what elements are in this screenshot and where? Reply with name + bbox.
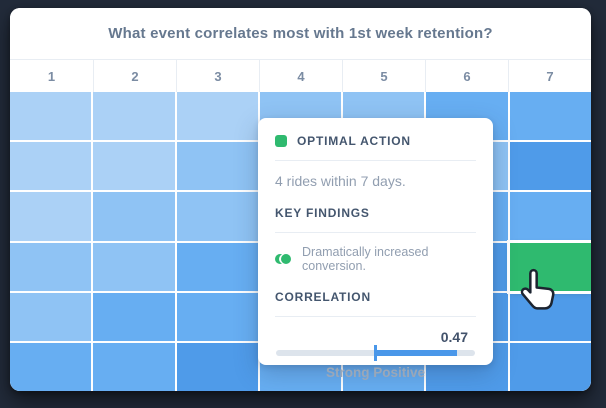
heatmap-cell[interactable] <box>10 292 92 341</box>
heatmap-cell[interactable] <box>93 242 175 291</box>
divider <box>275 160 476 161</box>
double-dot-icon <box>275 254 292 264</box>
heatmap-cell[interactable] <box>509 192 591 241</box>
heatmap-cell[interactable] <box>10 242 92 291</box>
correlation-slider[interactable] <box>276 345 475 361</box>
column-header-2: 2 <box>93 60 176 92</box>
heatmap-cell[interactable] <box>93 92 175 141</box>
heatmap-cell[interactable] <box>176 242 258 291</box>
heatmap-cell[interactable] <box>176 92 258 141</box>
green-swatch-icon <box>275 135 287 147</box>
heatmap-cell[interactable] <box>10 142 92 191</box>
correlation-label: CORRELATION <box>275 290 371 304</box>
finding-item: Dramatically increased conversion. <box>275 245 476 273</box>
heatmap-cell[interactable] <box>10 342 92 391</box>
correlation-value: 0.47 <box>440 329 468 345</box>
slider-tick[interactable] <box>373 345 377 361</box>
heatmap-cell[interactable] <box>509 92 591 141</box>
correlation-caption: Strong Positive <box>325 365 425 380</box>
heatmap-cell[interactable] <box>93 292 175 341</box>
column-header-6: 6 <box>425 60 508 92</box>
divider <box>275 232 476 233</box>
heatmap-cell[interactable] <box>509 342 591 391</box>
heatmap-cell[interactable] <box>10 92 92 141</box>
heatmap-cell[interactable] <box>176 192 258 241</box>
optimal-action-text: 4 rides within 7 days. <box>275 173 406 189</box>
heatmap-cell[interactable] <box>176 142 258 191</box>
heatmap-cell[interactable] <box>176 342 258 391</box>
heatmap-cell[interactable] <box>93 342 175 391</box>
column-header-5: 5 <box>342 60 425 92</box>
heatmap-cell[interactable] <box>10 192 92 241</box>
column-header-4: 4 <box>259 60 342 92</box>
slider-fill <box>374 350 458 356</box>
finding-text: Dramatically increased conversion. <box>302 245 429 273</box>
heatmap-cell[interactable] <box>176 292 258 341</box>
column-header-7: 7 <box>508 60 591 92</box>
widget-header: What event correlates most with 1st week… <box>10 8 591 60</box>
insight-popover: OPTIMAL ACTION 4 rides within 7 days. KE… <box>258 118 493 380</box>
heatmap-cell[interactable] <box>93 142 175 191</box>
optimal-action-label: OPTIMAL ACTION <box>297 134 411 148</box>
column-header-1: 1 <box>47 68 56 84</box>
column-header-3: 3 <box>176 60 259 92</box>
page-title: What event correlates most with 1st week… <box>108 25 493 42</box>
heatmap-cell[interactable] <box>509 292 591 341</box>
divider <box>275 316 476 317</box>
key-findings-label: KEY FINDINGS <box>275 206 370 220</box>
heatmap-cell[interactable] <box>93 192 175 241</box>
optimal-action-header: OPTIMAL ACTION <box>275 134 476 148</box>
heatmap-cell[interactable] <box>509 142 591 191</box>
heatmap-cell-selected[interactable] <box>509 242 591 291</box>
